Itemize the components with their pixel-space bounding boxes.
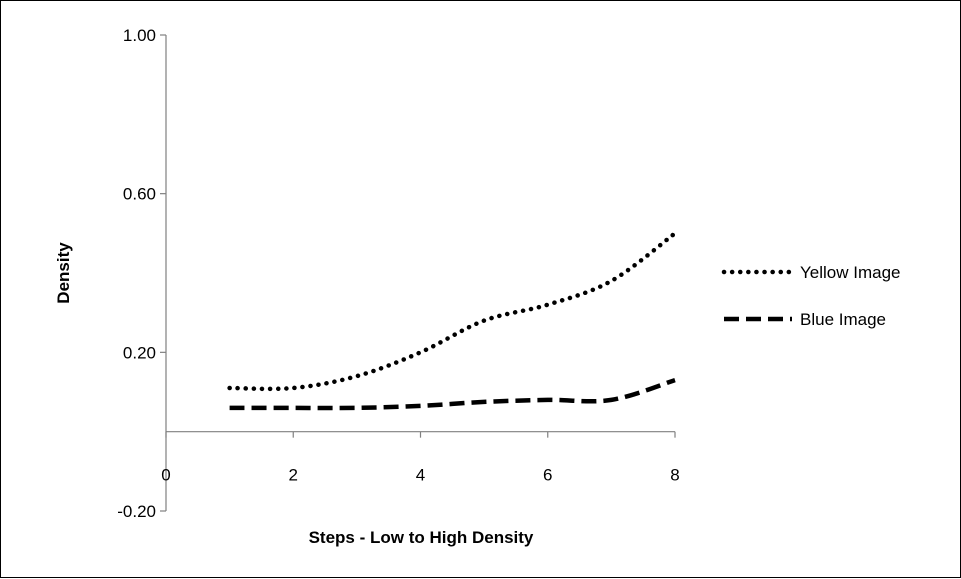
x-tick-label: 6 (543, 466, 552, 485)
x-tick-label: 0 (161, 466, 170, 485)
legend: Yellow Image Blue Image (721, 263, 901, 329)
y-tick-label: -0.20 (117, 502, 156, 521)
series-line-blue-image (229, 377, 676, 411)
legend-label-blue-image: Blue Image (800, 310, 886, 329)
series-layer (227, 231, 678, 411)
legend-label-yellow-image: Yellow Image (800, 263, 901, 282)
x-tick-label: 2 (289, 466, 298, 485)
x-axis-title: Steps - Low to High Density (309, 528, 534, 547)
y-tick-label: 1.00 (123, 26, 156, 45)
y-tick-label: 0.60 (123, 185, 156, 204)
x-tick-label: 4 (416, 466, 425, 485)
y-tick-label: 0.20 (123, 343, 156, 362)
axes (165, 35, 675, 511)
x-tick-label: 8 (670, 466, 679, 485)
y-ticks: -0.20 0.20 0.60 1.00 (117, 26, 166, 521)
series-line-yellow-image (227, 231, 678, 392)
x-ticks: 0 2 4 6 8 (161, 431, 680, 485)
y-axis-title: Density (54, 242, 73, 304)
